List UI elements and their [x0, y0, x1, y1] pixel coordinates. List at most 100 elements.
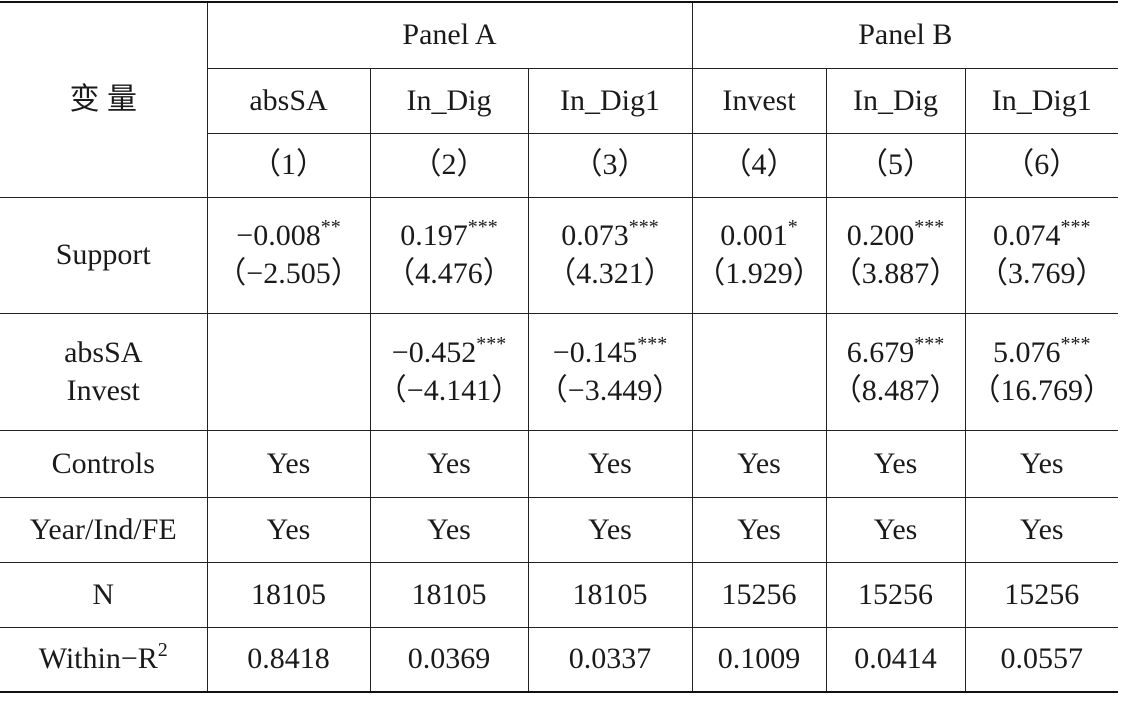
- table-cell: Yes: [691, 496, 827, 563]
- table-cell: −0.008** （−2.505）: [206, 196, 371, 314]
- table-cell: 0.001* （1.929）: [691, 196, 827, 314]
- table-cell: Yes: [825, 496, 966, 563]
- significance-stars: *: [787, 216, 798, 238]
- table-cell: 0.0369: [369, 626, 529, 693]
- table-cell: 0.0414: [825, 626, 966, 693]
- significance-stars: ***: [914, 216, 945, 238]
- table-cell: 0.073*** （4.321）: [527, 196, 693, 314]
- row-label: Within−R2: [0, 626, 208, 693]
- t-statistic: （3.769）: [978, 257, 1106, 290]
- column-number: （1）: [207, 132, 371, 198]
- coefficient: 6.679: [846, 335, 915, 369]
- panel-header: Panel B: [691, 1, 1119, 69]
- t-statistic: （−2.505）: [216, 257, 361, 290]
- table-row: Within−R2 0.8418 0.0369 0.0337 0.1009 0.0414 0…: [0, 626, 1119, 693]
- significance-stars: ***: [467, 216, 498, 238]
- coefficient: 0.001: [720, 219, 788, 252]
- coefficient-line: 0.001*: [693, 217, 826, 255]
- column-number: （6）: [964, 132, 1119, 198]
- coefficient-line: 5.076***: [966, 334, 1119, 372]
- t-statistic: （4.321）: [546, 257, 674, 290]
- table-cell: −0.452*** （−4.141）: [369, 312, 529, 431]
- table-cell: 0.0337: [527, 626, 693, 693]
- significance-stars: ***: [476, 332, 507, 355]
- table-cell: 15256: [825, 561, 966, 628]
- row-label: Controls: [0, 429, 208, 498]
- table-cell: Yes: [527, 496, 693, 563]
- row-label-line: Invest: [66, 373, 140, 407]
- table-cell: 18105: [527, 561, 693, 628]
- row-label: Year/Ind/FE: [0, 496, 208, 563]
- table-cell: Yes: [206, 429, 371, 498]
- row-label-sup: 2: [157, 639, 168, 662]
- table-cell: 15256: [691, 561, 827, 628]
- coefficient: −0.452: [391, 335, 477, 369]
- significance-stars: ***: [637, 332, 668, 355]
- column-name: Invest: [691, 67, 827, 134]
- table-cell: Yes: [206, 496, 371, 563]
- row-label: absSA Invest: [0, 312, 208, 431]
- table-cell: 18105: [206, 561, 371, 628]
- row-label: N: [0, 561, 208, 628]
- column-name: In_Dig1: [527, 67, 693, 134]
- significance-stars: **: [320, 216, 341, 238]
- table-cell: Yes: [964, 429, 1119, 498]
- column-number: （5）: [825, 132, 966, 198]
- table-cell: Yes: [527, 429, 693, 498]
- panel-header: Panel A: [206, 1, 693, 69]
- coefficient-line: −0.008**: [208, 217, 370, 255]
- coefficient-line: −0.452***: [371, 334, 528, 372]
- coefficient-line: 0.073***: [529, 217, 692, 255]
- column-number: （2）: [369, 132, 529, 198]
- coefficient-line: 6.679***: [827, 334, 965, 372]
- table-cell: Yes: [369, 496, 529, 563]
- table-cell: [206, 312, 371, 431]
- column-name: absSA: [207, 67, 371, 134]
- column-name: In_Dig1: [964, 67, 1119, 134]
- row-label-line: absSA: [64, 335, 143, 369]
- table-cell: Yes: [825, 429, 966, 498]
- t-statistic: （−4.141）: [376, 373, 522, 407]
- coefficient: 5.076: [993, 335, 1061, 369]
- t-statistic: （1.929）: [695, 257, 823, 290]
- table-cell: 5.076*** （16.769）: [964, 312, 1119, 431]
- table-cell: 0.8418: [206, 626, 371, 693]
- coefficient: 0.073: [561, 219, 629, 252]
- table-row: N 18105 18105 18105 15256 15256 15256: [0, 561, 1119, 628]
- coefficient-line: 0.074***: [966, 217, 1119, 255]
- significance-stars: ***: [1060, 332, 1091, 355]
- table-cell: 0.1009: [691, 626, 827, 693]
- table-cell: 18105: [369, 561, 529, 628]
- significance-stars: ***: [914, 332, 945, 355]
- column-name: In_Dig: [825, 67, 966, 134]
- coefficient: 0.200: [846, 219, 915, 252]
- variable-header: 变 量: [0, 1, 208, 198]
- table-row: Year/Ind/FE Yes Yes Yes Yes Yes Yes: [0, 496, 1119, 563]
- t-statistic: （4.476）: [385, 257, 513, 290]
- coefficient: 0.074: [993, 219, 1061, 252]
- table-row: 变 量 Panel A Panel B: [0, 1, 1119, 198]
- table-cell: 0.200*** （3.887）: [825, 196, 966, 314]
- significance-stars: ***: [1060, 216, 1091, 238]
- column-number: （3）: [527, 132, 693, 198]
- coefficient: 0.197: [400, 219, 468, 252]
- row-label: Support: [0, 196, 208, 314]
- coefficient-line: 0.197***: [371, 217, 528, 255]
- t-statistic: （−3.449）: [537, 373, 683, 407]
- row-label-text: Within−R: [38, 642, 158, 676]
- table-cell: [691, 312, 827, 431]
- table-cell: 0.197*** （4.476）: [369, 196, 529, 314]
- significance-stars: ***: [628, 216, 659, 238]
- coefficient-line: 0.200***: [827, 217, 965, 255]
- column-name: In_Dig: [369, 67, 529, 134]
- table-cell: Yes: [691, 429, 827, 498]
- table-row: （1） （2） （3） （4） （5） （6）: [0, 132, 1119, 198]
- coefficient-line: −0.145***: [529, 334, 692, 372]
- table-cell: Yes: [369, 429, 529, 498]
- t-statistic: （3.887）: [831, 257, 960, 290]
- coefficient: −0.008: [236, 219, 321, 252]
- t-statistic: （16.769）: [970, 373, 1114, 407]
